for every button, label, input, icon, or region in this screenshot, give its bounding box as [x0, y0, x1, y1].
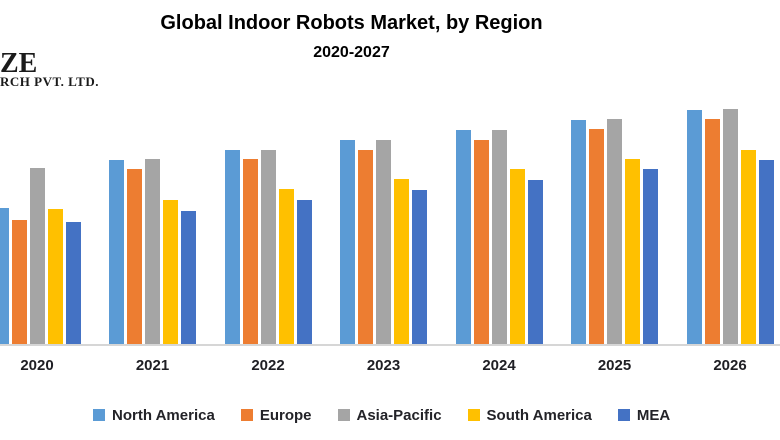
legend-item-asia-pacific: Asia-Pacific	[337, 406, 442, 424]
legend: North America Europe Asia-Pacific South Ame…	[93, 404, 670, 426]
bar-north-america-2020	[0, 208, 9, 344]
bar-asia-pacific-2025	[607, 119, 622, 344]
chart-subtitle: 2020-2027	[313, 44, 390, 61]
x-axis-label-2022: 2022	[251, 357, 285, 374]
bar-mea-2022	[296, 200, 312, 344]
x-axis-line	[0, 344, 780, 346]
bar-north-america-2021	[109, 160, 124, 344]
bar-north-america-2024	[455, 130, 471, 344]
x-axis-label-2020: 2020	[20, 357, 54, 374]
legend-item-south-america: South America	[467, 406, 592, 424]
legend-swatch-icon	[240, 409, 253, 421]
legend-label: Asia-Pacific	[356, 406, 442, 424]
bar-south-america-2024	[509, 169, 525, 344]
bar-europe-2021	[127, 169, 142, 344]
legend-swatch-icon	[617, 409, 630, 421]
x-axis-label-2021: 2021	[135, 357, 170, 374]
legend-item-mea: MEA	[617, 406, 671, 424]
legend-swatch-icon	[337, 409, 350, 421]
x-axis-label-2026: 2026	[713, 357, 747, 374]
bar-europe-2024	[473, 140, 489, 344]
legend-label: North America	[112, 406, 215, 424]
chart-title: Global Indoor Robots Market, by Region	[160, 12, 543, 34]
bar-asia-pacific-2020	[29, 168, 45, 344]
logo-text-fragment-top: ZE	[0, 48, 38, 79]
bar-asia-pacific-2023	[376, 140, 391, 344]
bar-south-america-2023	[394, 179, 409, 344]
bar-south-america-2025	[625, 159, 640, 344]
bar-south-america-2026	[740, 150, 756, 344]
bar-south-america-2021	[163, 200, 178, 344]
bar-north-america-2025	[571, 120, 586, 344]
legend-swatch-icon	[467, 409, 480, 421]
bar-mea-2023	[412, 190, 427, 344]
legend-label: Europe	[259, 406, 312, 424]
legend-label: South America	[486, 406, 592, 424]
bar-mea-2024	[527, 180, 543, 344]
bar-asia-pacific-2024	[491, 130, 507, 344]
bar-mea-2021	[181, 211, 196, 344]
x-axis-label-2023: 2023	[366, 357, 401, 374]
bar-north-america-2026	[686, 110, 702, 344]
bar-europe-2026	[704, 119, 720, 344]
bar-north-america-2022	[224, 150, 240, 344]
bar-south-america-2020	[47, 209, 63, 344]
bar-mea-2026	[758, 160, 774, 344]
legend-item-north-america: North America	[93, 407, 215, 424]
legend-item-europe: Europe	[240, 406, 312, 424]
bar-europe-2020	[11, 220, 27, 344]
bar-europe-2022	[242, 159, 258, 344]
bar-europe-2025	[589, 129, 604, 344]
bar-north-america-2023	[340, 140, 355, 344]
x-axis-label-2024: 2024	[482, 357, 516, 374]
x-axis-label-2025: 2025	[597, 357, 632, 374]
logo-text-fragment-bottom: RCH PVT. LTD.	[0, 74, 99, 89]
bar-south-america-2022	[278, 189, 294, 344]
legend-label: MEA	[636, 406, 671, 424]
bar-mea-2020	[65, 222, 81, 344]
bar-asia-pacific-2022	[260, 150, 276, 344]
bar-asia-pacific-2026	[722, 109, 738, 344]
bar-asia-pacific-2021	[145, 159, 160, 344]
legend-swatch-icon	[93, 409, 105, 421]
bar-europe-2023	[358, 150, 373, 344]
bar-mea-2025	[643, 169, 658, 344]
